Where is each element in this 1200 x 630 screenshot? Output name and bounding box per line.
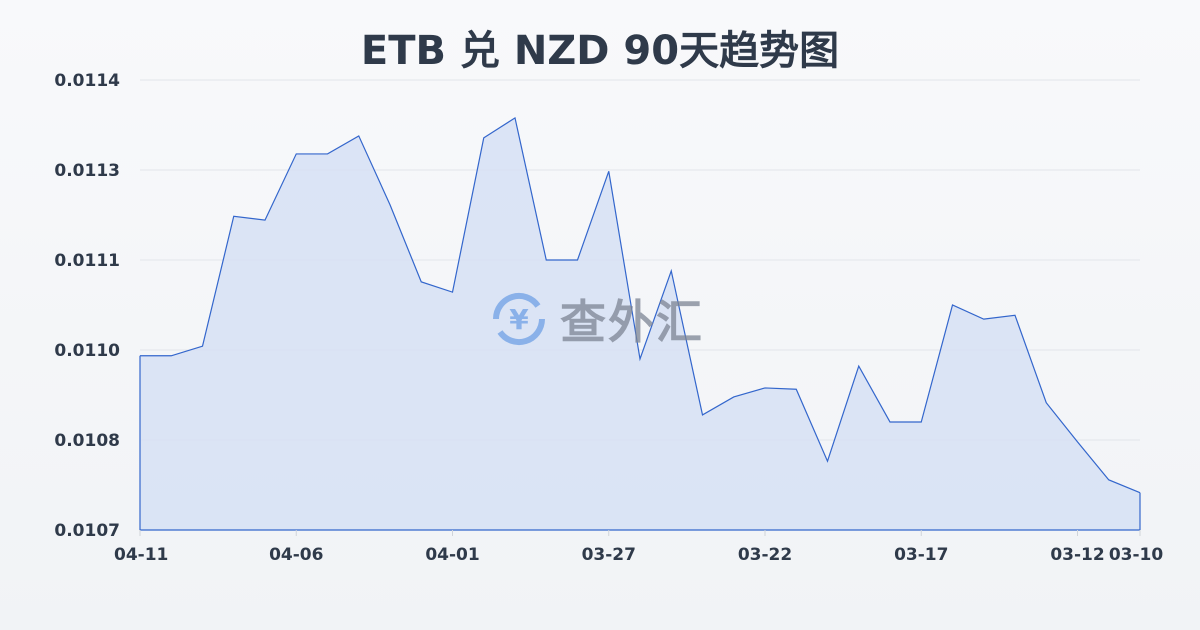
series-line [140, 116, 1141, 494]
x-tick-label: 03-22 [738, 545, 792, 565]
watermark-text: 查外汇 [560, 295, 704, 349]
svg-text:¥: ¥ [509, 303, 529, 336]
y-tick-label: 0.0110 [54, 341, 120, 361]
x-tick-label: 04-01 [425, 545, 479, 565]
y-tick-label: 0.0113 [54, 161, 120, 181]
y-tick-label: 0.0107 [54, 521, 120, 541]
x-tick-label: 04-11 [114, 545, 168, 565]
watermark: ¥ 查外汇 [488, 286, 704, 352]
y-tick-label: 0.0114 [54, 71, 120, 91]
x-tick-label: 04-06 [269, 545, 323, 565]
area-fill [140, 117, 1140, 530]
y-tick-label: 0.0108 [54, 431, 120, 451]
x-tick-label: 03-10 [1109, 545, 1164, 565]
y-tick-label: 0.0111 [54, 251, 120, 271]
x-tick-label: 03-12 [1050, 545, 1104, 565]
x-tick-label: 03-17 [894, 545, 948, 565]
chart-title: ETB 兑 NZD 90天趋势图 [360, 28, 840, 74]
x-tick-label: 03-27 [582, 545, 636, 565]
yen-exchange-icon: ¥ [492, 292, 546, 346]
